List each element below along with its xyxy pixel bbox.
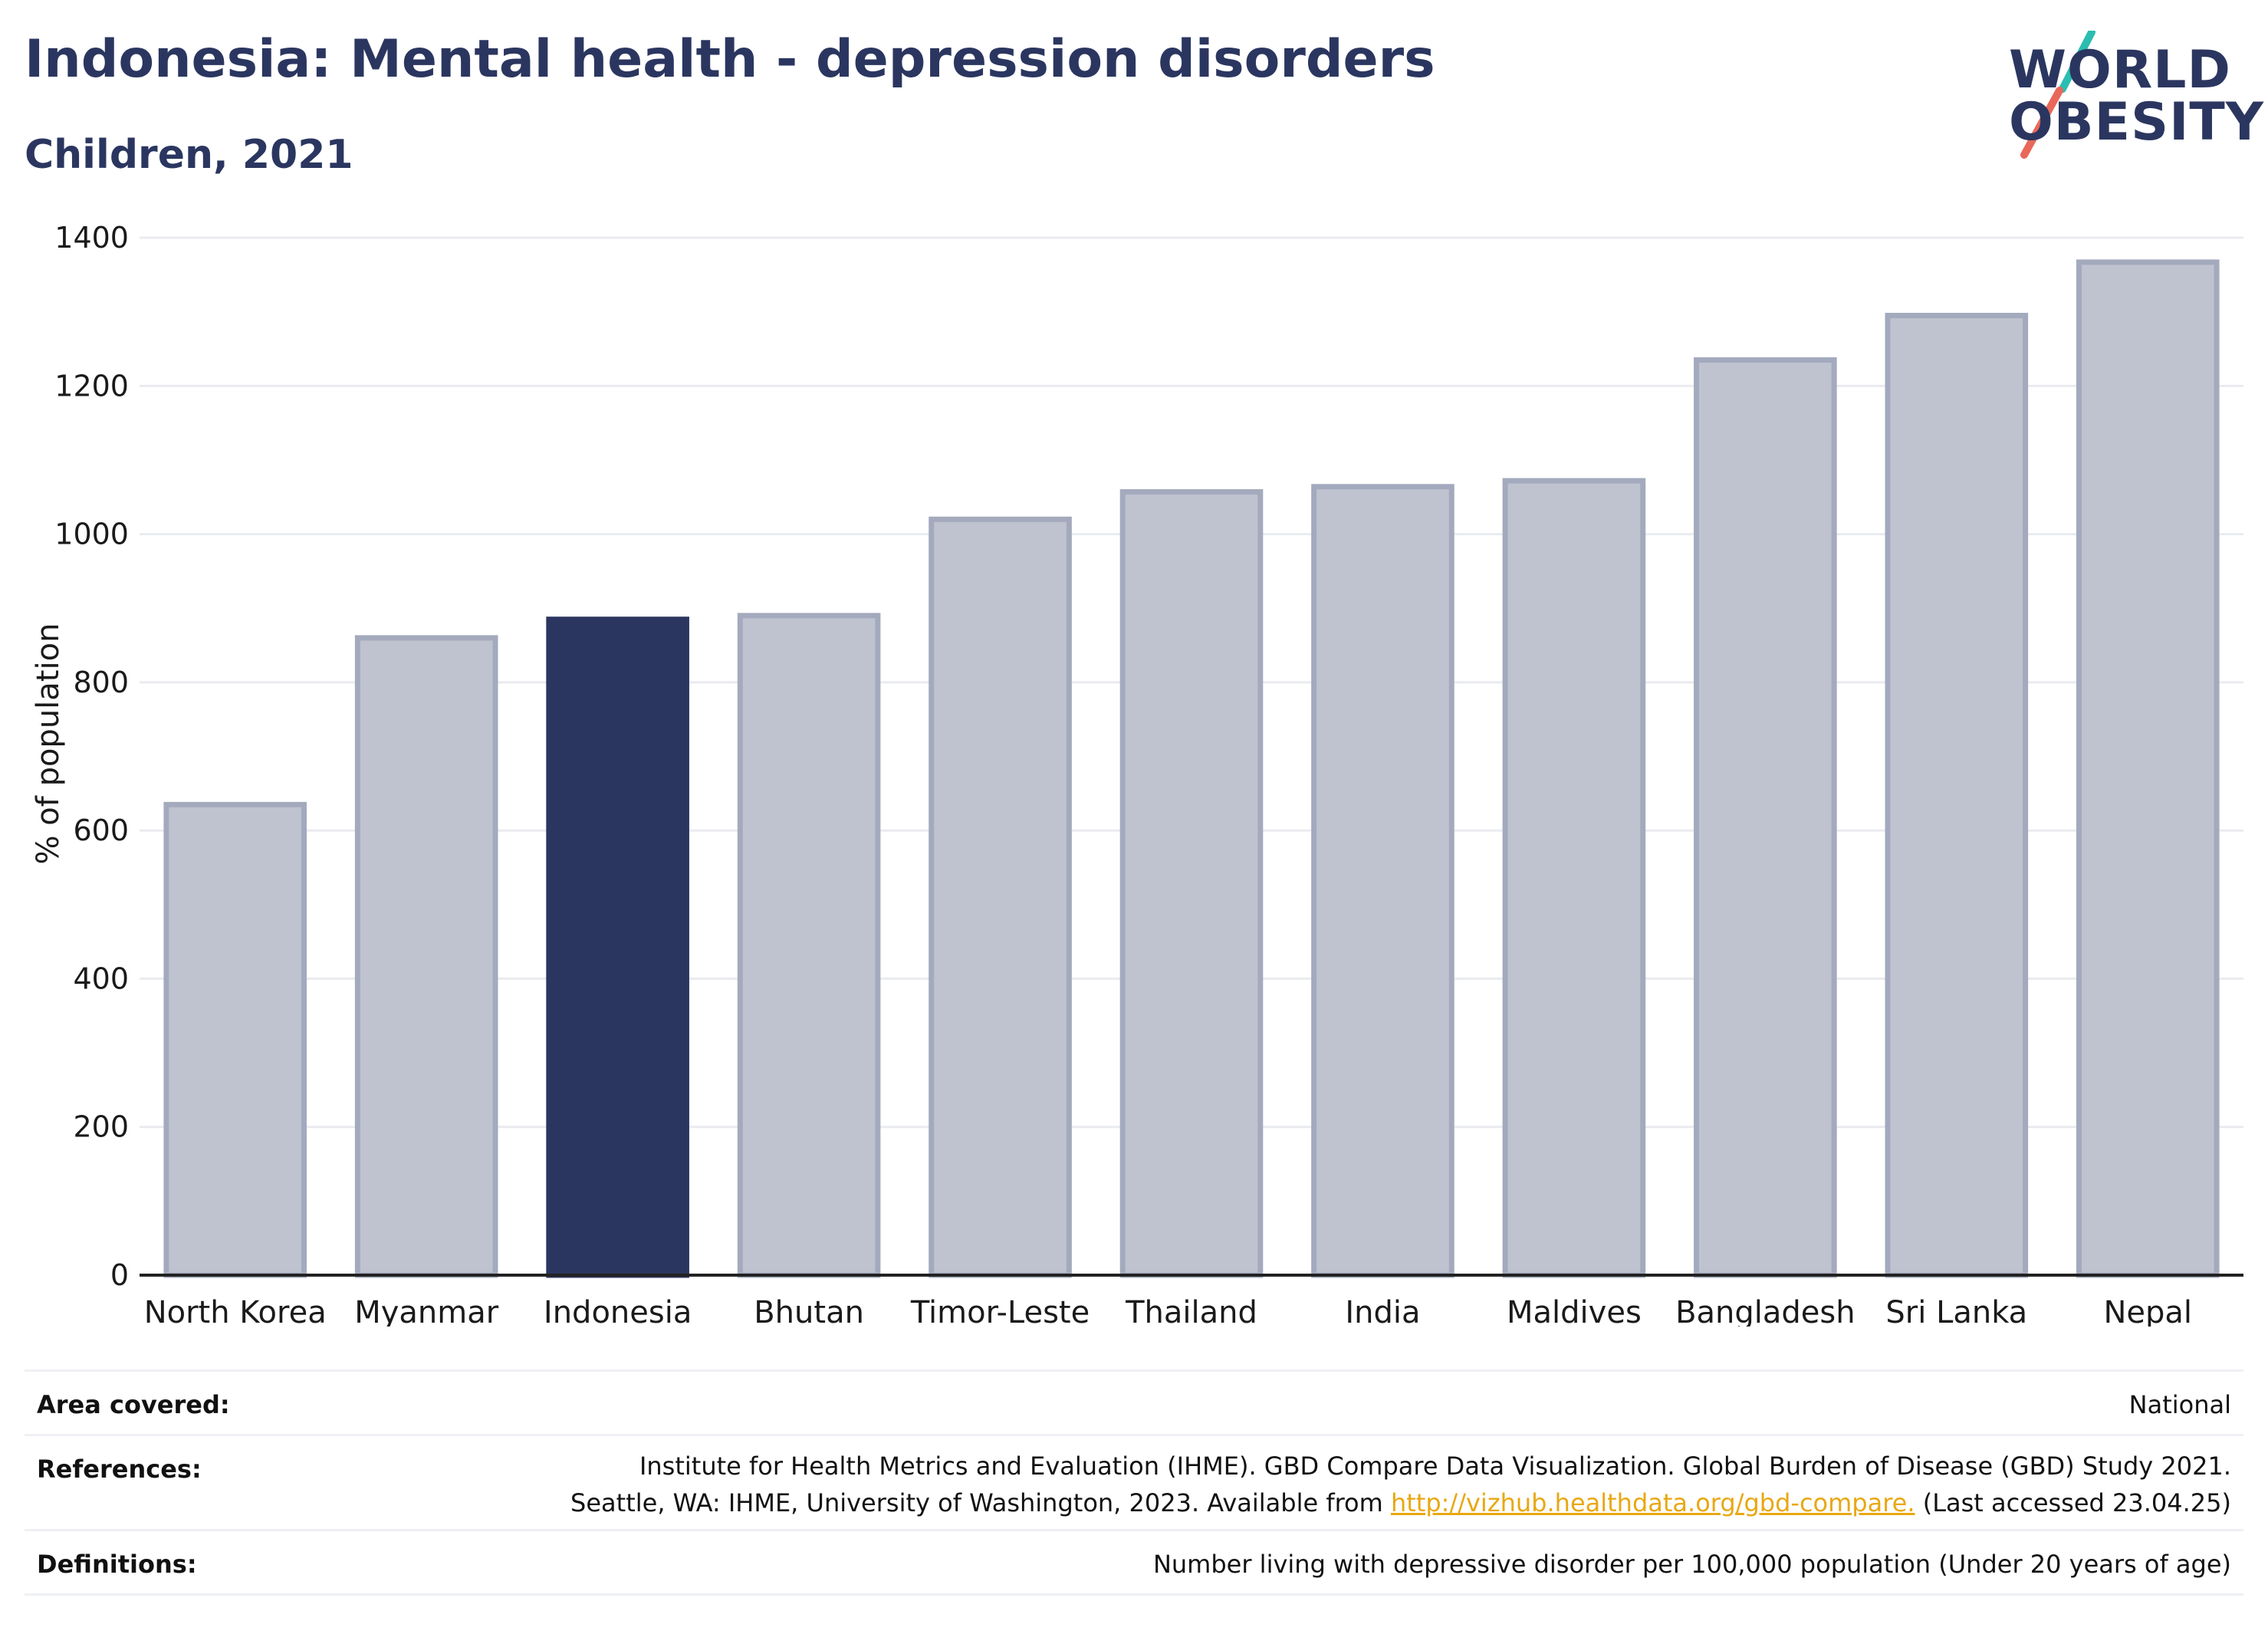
bar-myanmar bbox=[354, 635, 498, 1278]
metadata-table: Area covered: National References: Insti… bbox=[25, 1369, 2243, 1596]
y-tick-label: 200 bbox=[73, 1110, 129, 1144]
y-tick-labels: 0 200 400 600 800 1000 1200 1400 bbox=[54, 221, 129, 1292]
y-tick-label: 1000 bbox=[54, 518, 129, 551]
bar-india bbox=[1311, 484, 1454, 1278]
x-category-label: Indonesia bbox=[544, 1295, 692, 1327]
meta-area-label: Area covered: bbox=[37, 1390, 230, 1419]
y-tick-label: 1400 bbox=[54, 221, 129, 255]
y-axis-title: % of population bbox=[31, 623, 66, 865]
chart-title: Indonesia: Mental health - depression di… bbox=[25, 29, 1435, 90]
x-category-label: Timor-Leste bbox=[910, 1295, 1090, 1327]
meta-references-line1: Institute for Health Metrics and Evaluat… bbox=[639, 1452, 2231, 1481]
x-category-label: Thailand bbox=[1125, 1295, 1257, 1327]
meta-references-line2: Seattle, WA: IHME, University of Washing… bbox=[570, 1488, 2231, 1517]
y-tick-label: 800 bbox=[73, 666, 129, 699]
meta-references-suffix: (Last accessed 23.04.25) bbox=[1915, 1488, 2231, 1517]
meta-references-prefix: Seattle, WA: IHME, University of Washing… bbox=[570, 1488, 1391, 1517]
logo-text-obesity: OBESITY bbox=[2009, 92, 2264, 153]
x-category-label: Bhutan bbox=[754, 1295, 864, 1327]
bar-chart: 0 200 400 600 800 1000 1200 1400 North Korea Mya… bbox=[31, 221, 2243, 1327]
bar-north-korea bbox=[163, 801, 307, 1278]
bar-sri-lanka bbox=[1885, 312, 2029, 1278]
x-category-label: Bangladesh bbox=[1675, 1295, 1855, 1327]
x-category-label: India bbox=[1345, 1295, 1420, 1327]
meta-area-value: National bbox=[2128, 1390, 2231, 1419]
x-category-label: Sri Lanka bbox=[1885, 1295, 2027, 1327]
logo-slash-icon bbox=[2020, 31, 2095, 159]
bar-bhutan bbox=[737, 613, 881, 1278]
x-category-label: Nepal bbox=[2103, 1295, 2192, 1327]
meta-row-references: References: Institute for Health Metrics… bbox=[25, 1436, 2243, 1531]
y-tick-label: 400 bbox=[73, 962, 129, 995]
bar-bangladesh bbox=[1694, 357, 1837, 1278]
meta-references-label: References: bbox=[37, 1455, 202, 1484]
bars bbox=[163, 259, 2220, 1278]
bar-thailand bbox=[1119, 488, 1264, 1278]
meta-definitions-label: Definitions: bbox=[37, 1550, 197, 1579]
bar-indonesia bbox=[546, 616, 689, 1278]
x-category-label: Maldives bbox=[1507, 1295, 1642, 1327]
y-tick-label: 0 bbox=[110, 1258, 129, 1292]
bar-nepal bbox=[2076, 259, 2220, 1278]
meta-row-area: Area covered: National bbox=[25, 1372, 2243, 1436]
bar-timor-leste bbox=[929, 516, 1072, 1278]
y-tick-label: 600 bbox=[73, 814, 129, 847]
category-labels: North Korea Myanmar Indonesia Bhutan Timor-L… bbox=[144, 1295, 2192, 1327]
chart-subtitle: Children, 2021 bbox=[25, 132, 353, 178]
reference-link[interactable]: http://vizhub.healthdata.org/gbd-compare… bbox=[1390, 1488, 1915, 1517]
world-obesity-logo: WORLD OBESITY bbox=[2001, 31, 2263, 169]
meta-definitions-value: Number living with depressive disorder p… bbox=[1152, 1550, 2231, 1579]
x-category-label: North Korea bbox=[144, 1295, 327, 1327]
meta-row-definitions: Definitions: Number living with depressi… bbox=[25, 1531, 2243, 1596]
y-tick-label: 1200 bbox=[54, 369, 129, 403]
logo-text-world: WORLD bbox=[2009, 40, 2231, 100]
bar-maldives bbox=[1502, 478, 1646, 1278]
x-category-label: Myanmar bbox=[354, 1295, 499, 1327]
